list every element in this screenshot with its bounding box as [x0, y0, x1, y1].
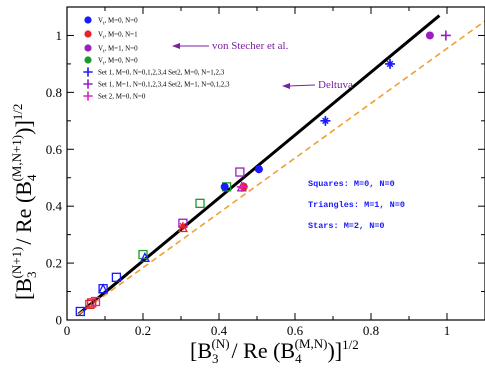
- legend-entry-1: Vt, M=0, N=1: [98, 31, 138, 41]
- y-tick-label: 1: [56, 28, 63, 43]
- marker-legend-note: Triangles: M=1, N=0: [308, 200, 405, 210]
- legend: Vt, M=0, N=0 Vt, M=0, N=1 Vt, M=1, N=0 Vt, …: [83, 16, 230, 101]
- series-4-point: [320, 115, 331, 126]
- legend-entry-4: Set 1, M=0, N=0,1,2,3,4 Set2, M=0, N=1,2…: [98, 69, 225, 77]
- annotation-arrowhead: [172, 43, 180, 49]
- x-tick-label: 1: [444, 323, 451, 338]
- legend-marker-6: [83, 91, 93, 101]
- series-0-point: [254, 165, 263, 174]
- method-notes: Squares: M=0, N=0 Triangles: M=1, N=0 Star…: [308, 179, 405, 231]
- square-marker: [195, 198, 205, 208]
- x-tick-label: 0: [64, 323, 71, 338]
- series-0-point: [220, 182, 229, 191]
- x-tick-label: 0.4: [211, 323, 228, 338]
- square-marker: [75, 306, 85, 317]
- y-axis-title: [B3(N+1)/ Re (B4(M,N+1))]1/2: [9, 104, 39, 300]
- legend-entry-6: Set 2, M=0, N=0: [98, 93, 146, 101]
- legend-entry-5: Set 1, M=1, N=0,1,2,3,4 Set2, M=1, N=0,1…: [98, 81, 230, 89]
- plot-area: [75, 14, 485, 317]
- legend-entry-3: Vt, M=0, N=0: [98, 57, 138, 67]
- square-marker: [111, 272, 122, 282]
- triangle-marker: [98, 283, 109, 294]
- x-axis-title: [B3(N)/ Re (B4(M,N))]1/2: [190, 336, 359, 366]
- legend-marker-4: [83, 67, 93, 77]
- plot-frame: [66, 6, 485, 321]
- y-tick-label: 0.4: [46, 199, 63, 214]
- annotation-arrowhead: [282, 83, 290, 89]
- legend-entry-0: Vt, M=0, N=0: [98, 17, 138, 27]
- series-5-point: [440, 30, 451, 41]
- square-marker: [85, 299, 95, 310]
- annotation-arrow-line: [287, 84, 316, 87]
- fit-line-dashed: [77, 20, 485, 315]
- legend-entry-2: Vt, M=1, N=0: [98, 45, 138, 55]
- fit-line-solid: [77, 14, 441, 316]
- annotation-label: von Stecher et al.: [212, 40, 289, 52]
- triangle-marker: [139, 251, 150, 263]
- series-4-point: [385, 58, 395, 69]
- y-tick-label: 0: [56, 313, 63, 328]
- y-tick-label: 0.8: [46, 85, 62, 100]
- annotations: von Stecher et al. Deltuva: [172, 40, 353, 91]
- legend-marker-0: [84, 16, 92, 24]
- square-marker: [235, 167, 245, 177]
- legend-marker-2: [84, 44, 92, 52]
- square-marker: [90, 296, 101, 307]
- y-tick-label: 0.6: [46, 142, 63, 157]
- marker-legend-note: Squares: M=0, N=0: [308, 179, 395, 189]
- series-2-point: [425, 31, 434, 40]
- axis-ticks: 0 0.2 0.4 0.6 0.8 1 0 0.2 0.4 0.6 0.8 1: [46, 7, 485, 338]
- series-6-point: [236, 181, 247, 192]
- plot-content: [75, 14, 485, 317]
- x-tick-label: 0.6: [287, 323, 304, 338]
- legend-marker-3: [84, 56, 92, 64]
- x-tick-label: 0.2: [135, 323, 151, 338]
- legend-marker-1: [84, 30, 92, 38]
- annotation-label: Deltuva: [318, 79, 353, 91]
- marker-legend-note: Stars: M=2, N=0: [308, 221, 385, 231]
- legend-marker-5: [83, 79, 93, 89]
- star-marker: [178, 222, 187, 231]
- y-tick-label: 0.2: [46, 256, 62, 271]
- x-tick-label: 0.8: [363, 323, 379, 338]
